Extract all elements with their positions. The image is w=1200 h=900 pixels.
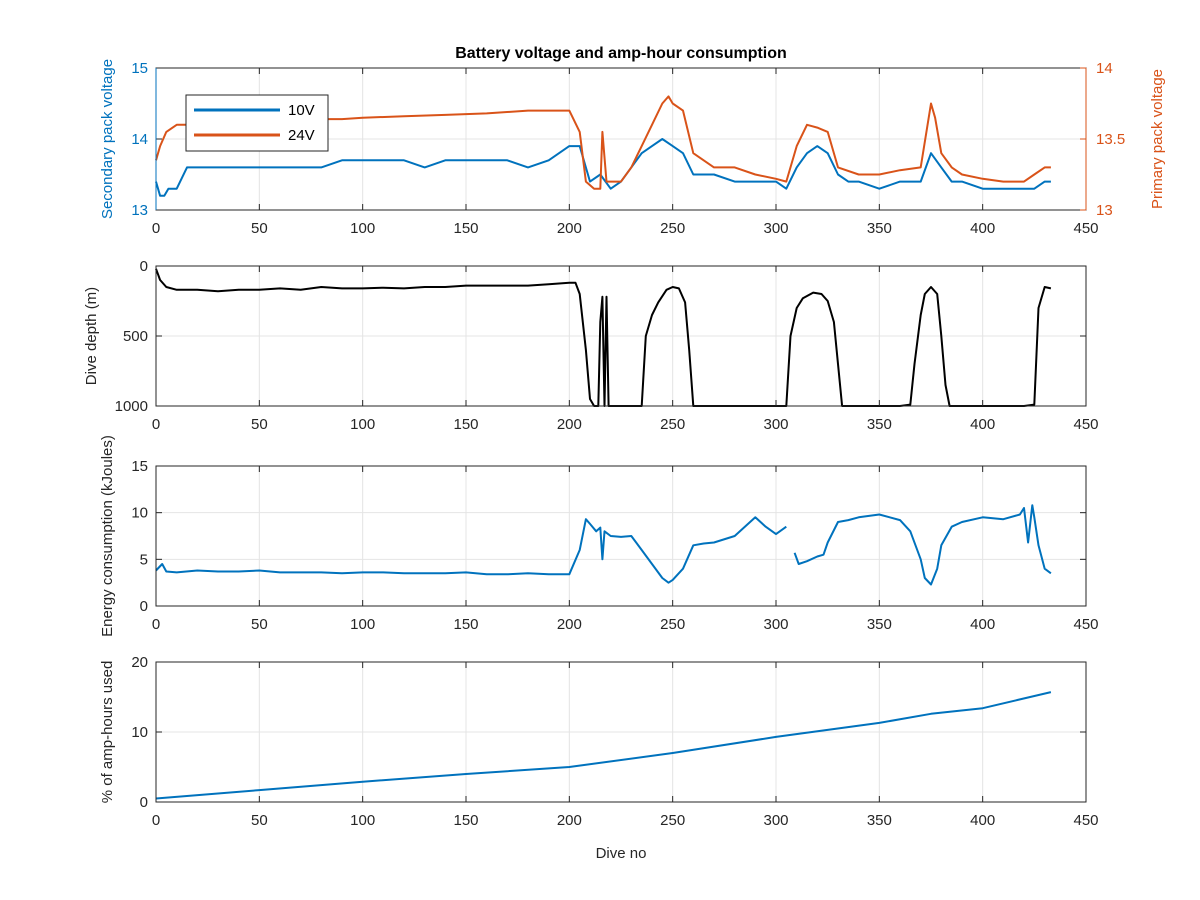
- legend-box: [185, 94, 329, 152]
- x-tick-label: 400: [970, 616, 995, 633]
- x-tick-label: 350: [867, 220, 892, 237]
- x-tick-label: 0: [152, 416, 160, 433]
- legend: 10V 24V: [185, 94, 329, 152]
- x-tick-label: 450: [1073, 220, 1098, 237]
- y-tick-label: 15: [131, 60, 148, 77]
- x-tick-label: 450: [1073, 616, 1098, 633]
- x-tick-label: 0: [152, 220, 160, 237]
- x-tick-label: 50: [251, 220, 268, 237]
- y-tick-label: 20: [131, 654, 148, 671]
- x-tick-label: 200: [557, 616, 582, 633]
- series-line-10v: [155, 138, 1051, 197]
- x-tick-label: 100: [350, 616, 375, 633]
- x-tick-label: 250: [660, 616, 685, 633]
- x-tick-label: 50: [251, 616, 268, 633]
- x-tick-label: 200: [557, 416, 582, 433]
- x-tick-label: 350: [867, 416, 892, 433]
- y-tick-label: 0: [140, 258, 148, 275]
- y-tick-label: 500: [123, 328, 148, 345]
- y-tick-label: 1000: [115, 398, 148, 415]
- x-tick-label: 350: [867, 616, 892, 633]
- y-right-tick-label: 14: [1096, 60, 1113, 77]
- x-tick-label: 250: [660, 812, 685, 829]
- x-tick-label: 250: [660, 416, 685, 433]
- amp-hours-panel: 0 50 100 150 200 250 300 350 400 450 0 10 20: [131, 654, 1098, 829]
- x-tick-label: 50: [251, 812, 268, 829]
- x-tick-label: 100: [350, 416, 375, 433]
- axes-box: [155, 465, 1087, 607]
- energy-panel: 0 50 100 150 200 250 300 350 400 450 0 5 10 15: [131, 458, 1098, 633]
- y-axis-label-secondary-voltage: Secondary pack voltage: [99, 59, 116, 219]
- y-tick-label: 14: [131, 131, 148, 148]
- x-tick-label: 100: [350, 220, 375, 237]
- y-axis-label-energy: Energy consumption (kJoules): [99, 435, 116, 637]
- y-right-tick-label: 13: [1096, 202, 1113, 219]
- x-tick-label: 150: [453, 616, 478, 633]
- x-tick-label: 250: [660, 220, 685, 237]
- depth-panel: 0 50 100 150 200 250 300 350 400 450 0 500 1000: [115, 258, 1099, 433]
- y-tick-label: 0: [140, 794, 148, 811]
- y-tick-label: 10: [131, 724, 148, 741]
- x-tick-label: 200: [557, 220, 582, 237]
- x-tick-label: 450: [1073, 812, 1098, 829]
- x-tick-label: 300: [763, 220, 788, 237]
- x-tick-label: 50: [251, 416, 268, 433]
- x-tick-label: 450: [1073, 416, 1098, 433]
- x-axis-label-dive-no: Dive no: [596, 845, 647, 862]
- y-axis-label-primary-voltage: Primary pack voltage: [1149, 69, 1166, 209]
- x-tick-label: 300: [763, 812, 788, 829]
- x-tick-label: 400: [970, 812, 995, 829]
- x-tick-label: 300: [763, 416, 788, 433]
- x-tick-label: 0: [152, 812, 160, 829]
- chart-title: Battery voltage and amp-hour consumption: [455, 45, 787, 62]
- x-tick-label: 150: [453, 812, 478, 829]
- x-tick-label: 300: [763, 616, 788, 633]
- y-tick-label: 0: [140, 598, 148, 615]
- y-right-tick-label: 13.5: [1096, 131, 1125, 148]
- x-tick-label: 400: [970, 416, 995, 433]
- y-tick-label: 5: [140, 551, 148, 568]
- y-tick-label: 13: [131, 202, 148, 219]
- y-tick-label: 15: [131, 458, 148, 475]
- x-tick-label: 400: [970, 220, 995, 237]
- y-tick-label: 10: [131, 505, 148, 522]
- legend-label-24v: 24V: [288, 127, 315, 144]
- x-tick-label: 350: [867, 812, 892, 829]
- y-axis-label-dive-depth: Dive depth (m): [83, 287, 100, 385]
- y-axis-label-amp-hours: % of amp-hours used: [99, 661, 116, 804]
- series-line-2: [155, 504, 1052, 586]
- legend-label-10v: 10V: [288, 102, 315, 119]
- x-tick-label: 200: [557, 812, 582, 829]
- series-line-1: [155, 268, 1052, 407]
- x-tick-label: 150: [453, 220, 478, 237]
- x-tick-label: 150: [453, 416, 478, 433]
- x-tick-label: 0: [152, 616, 160, 633]
- x-tick-label: 100: [350, 812, 375, 829]
- series-line-3: [155, 691, 1052, 800]
